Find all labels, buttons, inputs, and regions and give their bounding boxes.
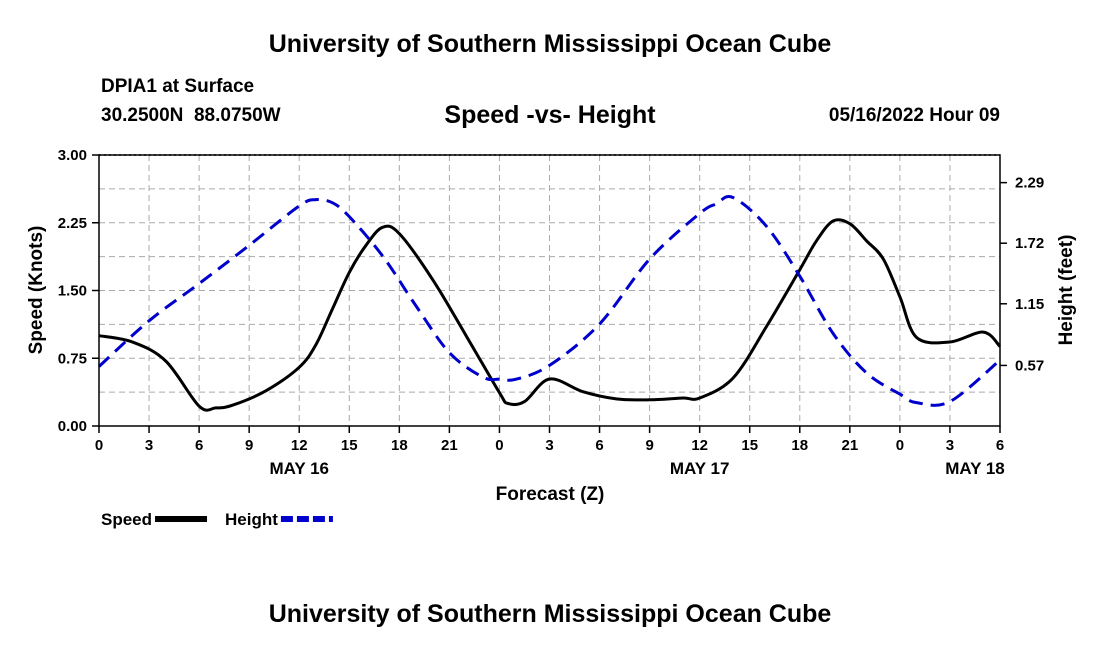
y2-tick-label: 1.72 bbox=[1015, 235, 1044, 252]
x-tick-label: 12 bbox=[291, 437, 308, 454]
speed-line bbox=[98, 218, 1002, 412]
x-tick-label: 18 bbox=[791, 437, 808, 454]
x-tick-label: 3 bbox=[946, 437, 954, 454]
y2-tick-label: 0.57 bbox=[1015, 357, 1044, 374]
x-tick-label: 9 bbox=[645, 437, 653, 454]
coordinates-label: 30.2500N 88.0750W bbox=[101, 105, 281, 126]
x-tick-label: 15 bbox=[341, 437, 358, 454]
y-tick-label: 1.50 bbox=[58, 283, 87, 300]
y-axis-label: Speed (Knots) bbox=[26, 226, 47, 355]
date-label: MAY 16 bbox=[269, 459, 329, 478]
y2-axis-label: Height (feet) bbox=[1056, 235, 1077, 346]
x-tick-label: 21 bbox=[441, 437, 458, 454]
station-label: DPIA1 at Surface bbox=[101, 76, 255, 97]
x-tick-label: 15 bbox=[741, 437, 758, 454]
x-tick-label: 0 bbox=[95, 437, 103, 454]
x-tick-label: 6 bbox=[595, 437, 603, 454]
y-tick-label: 0.00 bbox=[58, 418, 87, 435]
legend: Speed Height bbox=[101, 510, 333, 529]
x-tick-label: 3 bbox=[545, 437, 553, 454]
y-tick-label: 0.75 bbox=[58, 350, 87, 367]
height-line bbox=[97, 195, 1001, 407]
x-tick-label: 9 bbox=[245, 437, 253, 454]
forecast-datetime: 05/16/2022 Hour 09 bbox=[828, 105, 1000, 126]
x-tick-label: 3 bbox=[145, 437, 153, 454]
chart-title: University of Southern Mississippi Ocean… bbox=[268, 30, 832, 58]
x-tick-label: 0 bbox=[896, 437, 904, 454]
axes: 0 3 6 9 12 15 18 21 0 3 6 9 12 15 18 21 0 3 6 MAY 16 MAY 17 M… bbox=[58, 147, 1044, 478]
chart-subtitle: Speed -vs- Height bbox=[444, 101, 656, 129]
date-label: MAY 17 bbox=[670, 459, 730, 478]
y2-tick-label: 2.29 bbox=[1015, 175, 1044, 192]
x-tick-label: 12 bbox=[691, 437, 708, 454]
legend-label-speed: Speed bbox=[101, 510, 152, 529]
x-axis-label: Forecast (Z) bbox=[496, 484, 605, 505]
x-tick-label: 21 bbox=[841, 437, 858, 454]
legend-label-height: Height bbox=[225, 510, 278, 529]
x-tick-label: 6 bbox=[996, 437, 1004, 454]
series-layer bbox=[97, 195, 1002, 412]
footer-title: University of Southern Mississippi Ocean… bbox=[268, 600, 832, 628]
grid bbox=[99, 154, 1000, 426]
date-label: MAY 18 bbox=[945, 459, 1005, 478]
y2-tick-label: 1.15 bbox=[1015, 296, 1044, 313]
y-tick-label: 2.25 bbox=[58, 215, 87, 232]
y-tick-label: 3.00 bbox=[58, 147, 87, 164]
x-tick-label: 0 bbox=[495, 437, 503, 454]
x-tick-label: 18 bbox=[391, 437, 408, 454]
x-tick-label: 6 bbox=[195, 437, 203, 454]
